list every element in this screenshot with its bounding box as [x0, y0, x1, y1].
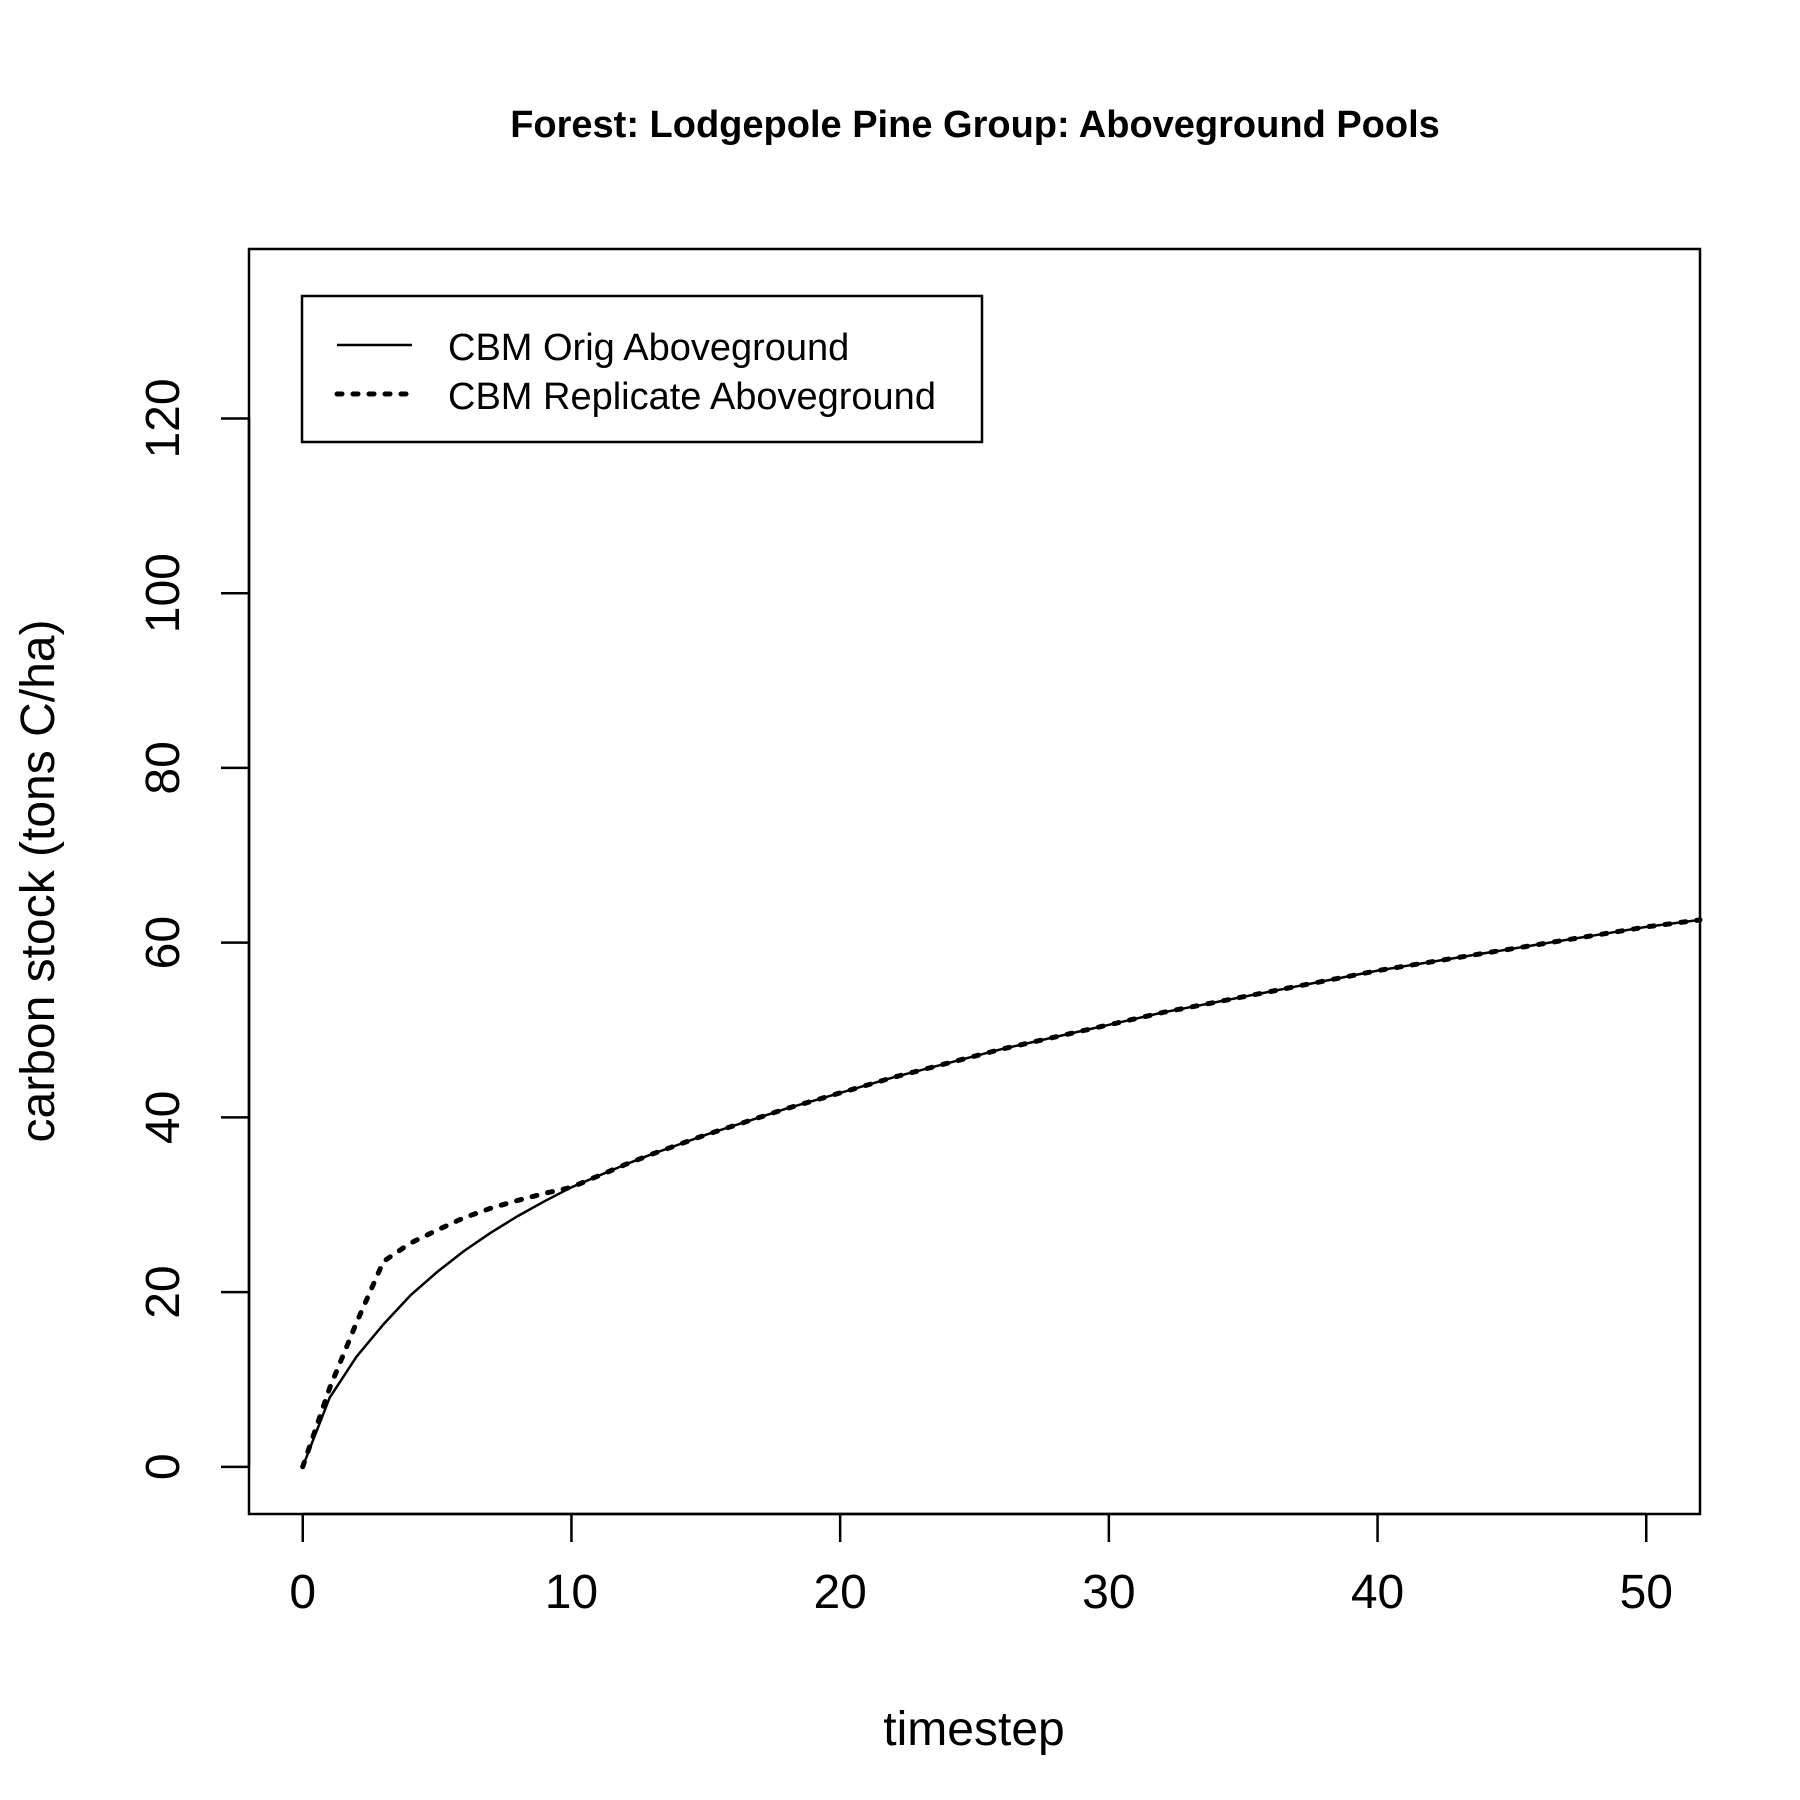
y-tick-label: 60: [137, 916, 190, 969]
y-tick-label: 100: [137, 553, 190, 633]
x-axis: 0 10 20 30 40 50: [289, 1512, 1673, 1619]
plot-layer: [300, 917, 1703, 1470]
x-tick-label: 0: [289, 1566, 316, 1619]
series-line-orig: [301, 918, 1701, 1468]
x-axis-label: timestep: [883, 1703, 1064, 1756]
y-tick-label: 120: [137, 378, 190, 458]
chart-title: Forest: Lodgepole Pine Group: Abovegroun…: [510, 104, 1440, 146]
y-tick-label: 80: [137, 741, 190, 794]
x-tick-label: 40: [1351, 1566, 1404, 1619]
x-tick-label: 50: [1620, 1566, 1673, 1619]
y-tick-label: 0: [137, 1453, 190, 1480]
series-line-replicate: [300, 917, 1703, 1470]
x-tick-label: 20: [813, 1566, 866, 1619]
x-tick-label: 10: [545, 1566, 598, 1619]
y-tick-label: 40: [137, 1091, 190, 1144]
y-axis: 0 20 40 60 80 100 120: [137, 378, 251, 1480]
y-tick-label: 20: [137, 1265, 190, 1318]
legend-label-replicate: CBM Replicate Aboveground: [448, 376, 936, 418]
legend: CBM Orig Aboveground CBM Replicate Above…: [300, 294, 984, 444]
legend-box: [300, 294, 984, 444]
y-axis-label: carbon stock (tons C/ha): [12, 620, 65, 1143]
x-tick-label: 30: [1082, 1566, 1135, 1619]
legend-label-orig: CBM Orig Aboveground: [448, 327, 849, 369]
